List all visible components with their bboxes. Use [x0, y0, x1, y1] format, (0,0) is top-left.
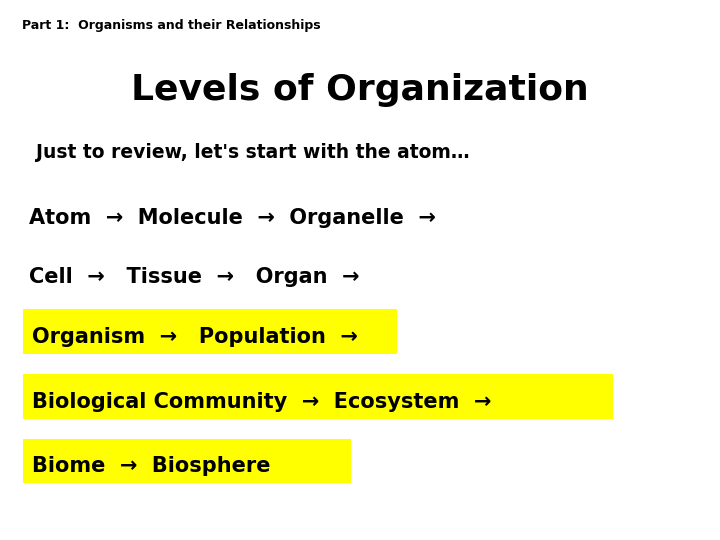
Text: Just to review, let's start with the atom…: Just to review, let's start with the ato… — [36, 143, 469, 162]
Text: Levels of Organization: Levels of Organization — [131, 73, 589, 107]
Text: Cell  →   Tissue  →   Organ  →: Cell → Tissue → Organ → — [29, 267, 359, 287]
FancyBboxPatch shape — [23, 309, 397, 354]
Text: Part 1:  Organisms and their Relationships: Part 1: Organisms and their Relationship… — [22, 19, 320, 32]
Text: Biome  →  Biosphere: Biome → Biosphere — [32, 456, 271, 476]
FancyBboxPatch shape — [23, 374, 613, 418]
Text: Biological Community  →  Ecosystem  →: Biological Community → Ecosystem → — [32, 392, 492, 411]
Text: Atom  →  Molecule  →  Organelle  →: Atom → Molecule → Organelle → — [29, 208, 436, 228]
Text: Organism  →   Population  →: Organism → Population → — [32, 327, 359, 347]
FancyBboxPatch shape — [23, 439, 351, 483]
